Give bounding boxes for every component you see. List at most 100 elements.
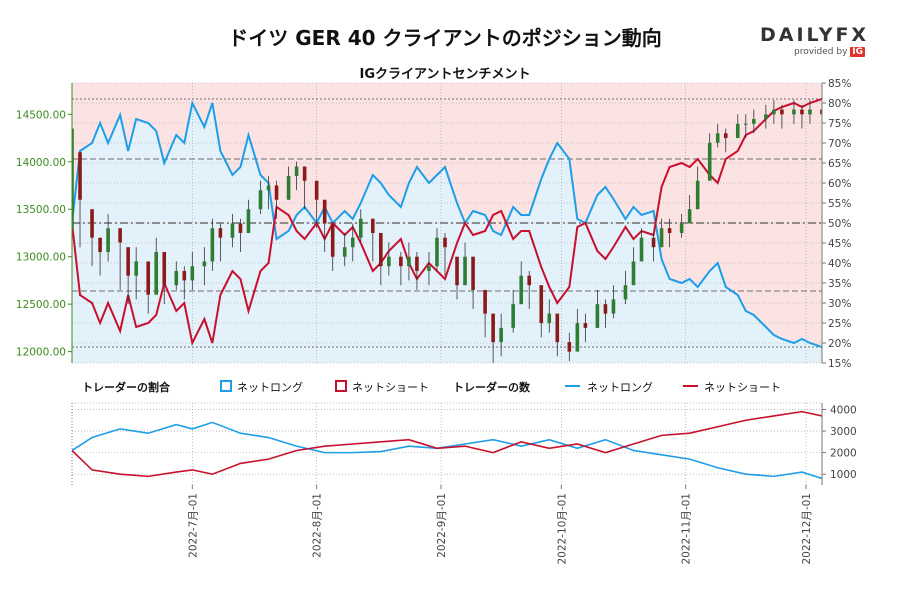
- candle: [687, 195, 692, 224]
- candle: [455, 256, 459, 300]
- candle: [90, 209, 94, 267]
- count-tick-label: 1000: [830, 469, 857, 481]
- candle: [350, 223, 355, 262]
- short-count-line: [72, 410, 822, 478]
- percent-tick-label: 75%: [828, 118, 851, 130]
- candle: [427, 251, 431, 286]
- logo-brand-a: DAILY: [760, 24, 836, 46]
- logo-provided: provided by: [794, 47, 848, 57]
- percent-tick-label: 25%: [828, 318, 851, 330]
- candle: [358, 209, 363, 243]
- percent-tick-label: 50%: [828, 218, 851, 230]
- x-tick-label: 2022-7月-01: [187, 493, 199, 558]
- candle: [491, 313, 495, 363]
- candle: [595, 289, 600, 328]
- candle: [792, 100, 796, 124]
- candle: [286, 166, 291, 200]
- candle: [511, 289, 515, 333]
- candle: [72, 121, 74, 229]
- candle: [555, 313, 560, 357]
- candle: [800, 104, 804, 129]
- candle: [246, 199, 251, 233]
- candle: [238, 218, 243, 252]
- x-tick-label: 2022-10月-01: [556, 493, 568, 565]
- candle: [387, 242, 391, 276]
- candle: [575, 308, 580, 352]
- candle: [443, 232, 447, 276]
- legend-ratio-short-swatch: [335, 380, 347, 392]
- candle: [266, 176, 271, 210]
- candle: [302, 166, 307, 210]
- candle: [294, 161, 299, 191]
- candle: [483, 289, 487, 338]
- candle: [752, 109, 756, 134]
- legend-count-short: ネットショート: [704, 381, 781, 394]
- x-tick-label: 2022-8月-01: [312, 493, 324, 558]
- percent-tick-label: 30%: [828, 298, 851, 310]
- candle: [330, 223, 335, 271]
- candle: [659, 218, 664, 248]
- candle: [808, 100, 812, 124]
- percent-tick-label: 60%: [828, 178, 851, 190]
- candle: [527, 270, 532, 309]
- candle: [126, 247, 130, 305]
- candle: [679, 213, 684, 238]
- candle: [415, 251, 419, 290]
- percent-tick-label: 85%: [828, 78, 851, 90]
- candle: [218, 223, 223, 262]
- percent-tick-label: 80%: [828, 98, 851, 110]
- percent-tick-label: 40%: [828, 258, 851, 270]
- price-tick-label: 13000.00: [16, 252, 66, 264]
- count-tick-label: 2000: [830, 448, 857, 460]
- percent-tick-label: 65%: [828, 158, 851, 170]
- dailyfx-logo: DAILYFX provided by IG: [760, 24, 870, 57]
- logo-brand-b: FX: [835, 24, 870, 46]
- candle: [623, 270, 628, 305]
- candle: [78, 152, 82, 248]
- legend-ratio-long-swatch: [220, 380, 232, 392]
- candle: [146, 261, 151, 314]
- candle: [379, 232, 383, 286]
- price-tick-label: 12000.00: [16, 347, 66, 359]
- candle: [667, 218, 672, 248]
- candle: [230, 213, 235, 248]
- candle: [118, 228, 122, 290]
- candle: [695, 166, 700, 210]
- candle: [735, 114, 740, 139]
- price-tick-label: 13500.00: [16, 204, 66, 216]
- count-tick-label: 3000: [830, 426, 857, 438]
- ig-logo: IG: [850, 47, 866, 57]
- candle: [743, 114, 748, 139]
- candle: [435, 228, 439, 271]
- candle: [603, 299, 608, 328]
- candle: [190, 251, 195, 290]
- candle: [471, 256, 475, 309]
- candle: [772, 100, 776, 124]
- price-tick-label: 14000.00: [16, 157, 66, 169]
- price-tick-label: 12500.00: [16, 299, 66, 311]
- legend-ratio-title: トレーダーの割合: [82, 380, 171, 394]
- percent-tick-label: 70%: [828, 138, 851, 150]
- candle: [210, 218, 215, 271]
- candle: [499, 313, 503, 357]
- legend-count-title: トレーダーの数: [453, 380, 531, 394]
- long-ratio-line: [72, 99, 822, 348]
- percent-tick-label: 15%: [828, 358, 851, 370]
- candle: [715, 123, 720, 148]
- candle: [407, 242, 411, 281]
- candle: [202, 247, 207, 286]
- candle: [399, 251, 403, 286]
- candle: [583, 313, 588, 343]
- candle: [547, 299, 552, 333]
- candle: [631, 247, 636, 286]
- candle: [162, 251, 167, 305]
- candle: [567, 332, 572, 362]
- legend: トレーダーの割合 ネットロング ネットショート トレーダーの数 ネットロング ネ…: [82, 380, 781, 394]
- short-ratio-line: [72, 98, 822, 347]
- candle: [342, 232, 347, 267]
- candle: [274, 180, 279, 219]
- candle: [764, 104, 768, 129]
- candle: [371, 218, 375, 262]
- x-tick-label: 2022-11月-01: [681, 493, 693, 565]
